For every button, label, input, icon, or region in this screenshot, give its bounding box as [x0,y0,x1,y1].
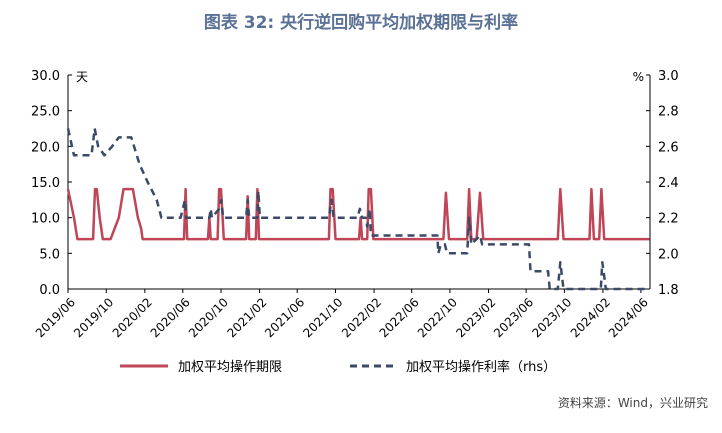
right-axis-unit: % [633,70,644,84]
x-tick-label: 2022/10 [415,295,460,340]
x-tick-label: 2020/02 [110,295,155,340]
right-tick-label: 2.0 [658,247,679,262]
left-tick-label: 0.0 [39,283,60,298]
left-tick-label: 10.0 [31,212,60,227]
left-tick-label: 30.0 [31,69,60,84]
right-tick-label: 1.8 [658,283,679,298]
right-tick-label: 3.0 [658,69,679,84]
x-tick-label: 2019/10 [71,295,116,340]
x-tick-label: 2020/06 [148,295,193,340]
x-tick-label: 2022/02 [339,295,384,340]
left-tick-label: 5.0 [39,247,60,262]
left-tick-label: 15.0 [31,176,60,191]
x-tick-label: 2023/02 [453,295,498,340]
x-tick-label: 2019/06 [33,295,78,340]
legend-label-rate: 加权平均操作利率（rhs） [406,359,556,375]
x-tick-label: 2024/02 [568,295,613,340]
legend-label-term: 加权平均操作期限 [178,359,282,375]
x-tick-label: 2023/06 [491,295,536,340]
legend: 加权平均操作期限 加权平均操作利率（rhs） [120,359,556,375]
left-tick-label: 20.0 [31,140,60,155]
x-tick-label: 2021/02 [225,295,270,340]
right-tick-label: 2.6 [658,140,679,155]
x-tick-label: 2023/10 [529,295,574,340]
right-tick-label: 2.2 [658,212,679,227]
left-tick-label: 25.0 [31,105,60,120]
right-tick-label: 2.4 [658,176,679,191]
series-line-rate [66,127,650,291]
x-tick-label: 2021/06 [262,295,307,340]
left-axis-unit: 天 [76,70,88,84]
series-lines [66,127,650,291]
series-line-term [66,187,650,241]
axes: 0.0 5.0 10.0 15.0 20.0 25.0 30.0 1.8 2.0 2.2 2.4 2.… [31,69,679,340]
x-tick-label: 2024/06 [606,295,651,340]
chart-title: 图表 32: 央行逆回购平均加权期限与利率 [203,13,519,33]
right-tick-label: 2.8 [658,105,679,120]
x-tick-label: 2020/10 [186,295,231,340]
x-tick-label: 2021/10 [300,295,345,340]
x-tick-label: 2022/06 [377,295,422,340]
source-note: 资料来源：Wind，兴业研究 [557,396,708,410]
